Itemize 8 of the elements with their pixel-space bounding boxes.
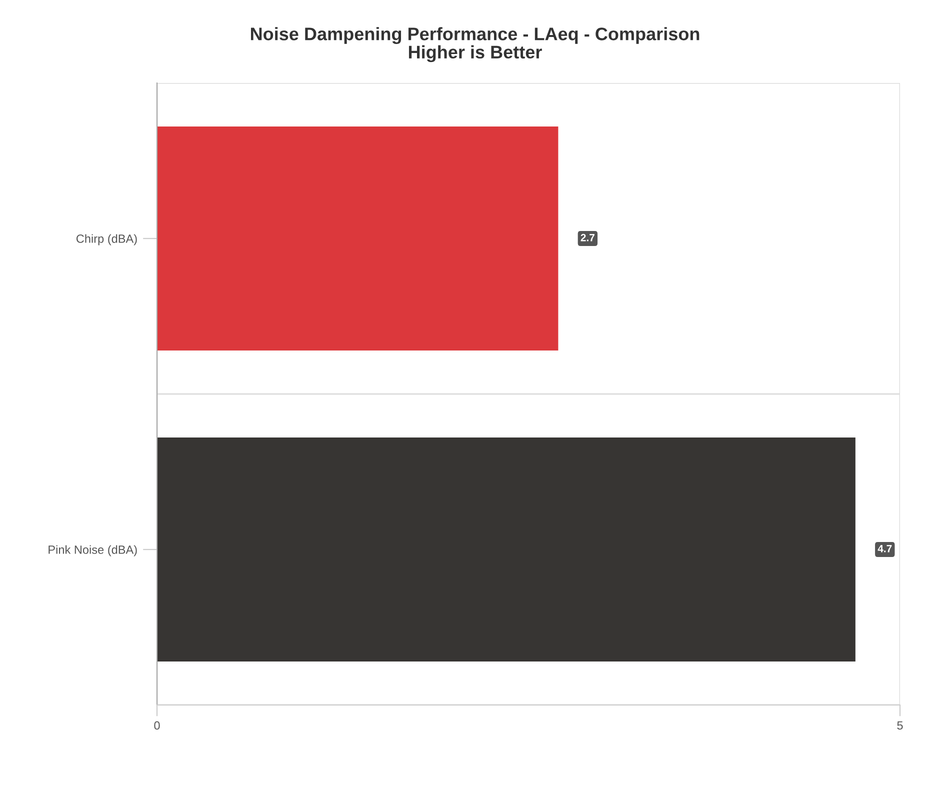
data-label: 2.7: [580, 234, 594, 242]
data-label: 4.7: [878, 545, 892, 552]
chart-title: Noise Dampening Performance - LAeq - Comparison: [250, 27, 700, 44]
x-tick-label: 0: [154, 721, 160, 730]
y-tick-label: Chirp (dBA): [76, 234, 137, 246]
chart-subtitle: Higher is Better: [408, 45, 542, 62]
x-tick-label: 5: [897, 721, 903, 730]
y-tick-label: Pink Noise (dBA): [48, 545, 137, 556]
